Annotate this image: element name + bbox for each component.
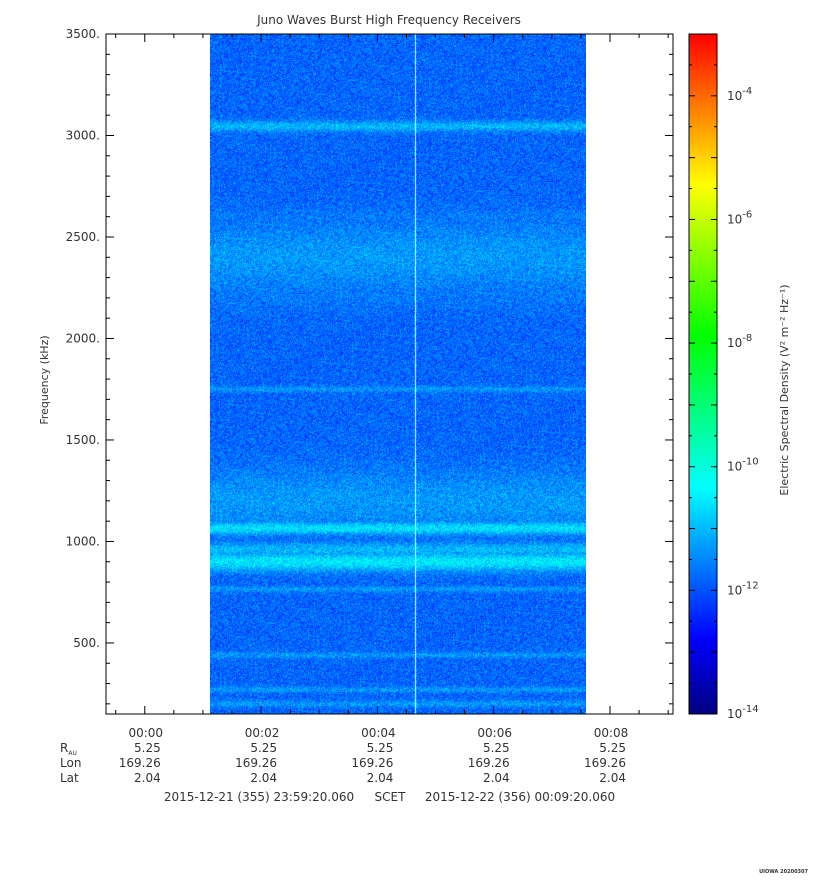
ephemeris-value: 169.26: [584, 756, 626, 770]
colorbar-tick-label: 10-8: [727, 333, 752, 350]
x-tick-label: 00:00: [128, 726, 163, 740]
colorbar-tick-label: 10-10: [727, 457, 759, 474]
x-tick-label: 00:06: [477, 726, 512, 740]
ephemeris-value: 169.26: [119, 756, 161, 770]
colorbar-tick-label: 10-14: [727, 704, 759, 721]
ephemeris-value: 5.25: [599, 741, 626, 755]
y-tick-label: 3500.: [66, 27, 100, 41]
time-frame: SCET: [375, 790, 407, 804]
y-tick-label: 2000.: [66, 331, 100, 345]
time-start: 2015-12-21 (355) 23:59:20.060: [164, 790, 354, 804]
ephemeris-value: 2.04: [367, 771, 394, 785]
ephemeris-value: 5.25: [250, 741, 277, 755]
axis-ticks: 500. 1000. 1500. 2000. 2500. 3000. 3500. 00:00 0…: [66, 27, 673, 740]
spectrogram-area: [210, 34, 586, 714]
ephemeris-value: 169.26: [235, 756, 277, 770]
ephemeris-value: 5.25: [483, 741, 510, 755]
colorbar-ticks: 10-4 10-6 10-8 10-10 10-12 10-14: [689, 33, 759, 721]
ephemeris-value: 2.04: [483, 771, 510, 785]
ephemeris-value: 2.04: [134, 771, 161, 785]
ephemeris-label: RAU: [60, 741, 77, 757]
y-tick-label: 1000.: [66, 534, 100, 548]
chart-title: Juno Waves Burst High Frequency Receiver…: [256, 13, 521, 27]
colorbar-tick-label: 10-6: [727, 209, 752, 226]
y-axis-label: Frequency (kHz): [38, 335, 51, 424]
ephemeris-table: RAU 5.25 5.25 5.25 5.25 5.25 Lon 169.26 169.26 16…: [60, 741, 626, 785]
colorbar-tick-label: 10-4: [727, 86, 752, 103]
ephemeris-value: 2.04: [250, 771, 277, 785]
y-tick-label: 1500.: [66, 433, 100, 447]
x-tick-label: 00:04: [361, 726, 396, 740]
ephemeris-value: 2.04: [599, 771, 626, 785]
ephemeris-value: 169.26: [351, 756, 393, 770]
ephemeris-value: 5.25: [367, 741, 394, 755]
ephemeris-label: Lon: [60, 756, 81, 770]
ephemeris-value: 169.26: [468, 756, 510, 770]
spectrogram-raster: [210, 34, 586, 714]
y-tick-label: 3000.: [66, 128, 100, 142]
ephemeris-value: 5.25: [134, 741, 161, 755]
y-tick-label: 2500.: [66, 230, 100, 244]
x-tick-label: 00:08: [594, 726, 629, 740]
footer-tag: UIOWA 20200307: [759, 869, 808, 875]
x-tick-label: 00:02: [245, 726, 280, 740]
colorbar-label: Electric Spectral Density (V² m⁻² Hz⁻¹): [778, 284, 791, 495]
colorbar-tick-label: 10-12: [727, 580, 759, 597]
colorbar: [688, 33, 718, 715]
y-tick-label: 500.: [73, 636, 100, 650]
ephemeris-label: Lat: [60, 771, 79, 785]
time-end: 2015-12-22 (356) 00:09:20.060: [425, 790, 615, 804]
